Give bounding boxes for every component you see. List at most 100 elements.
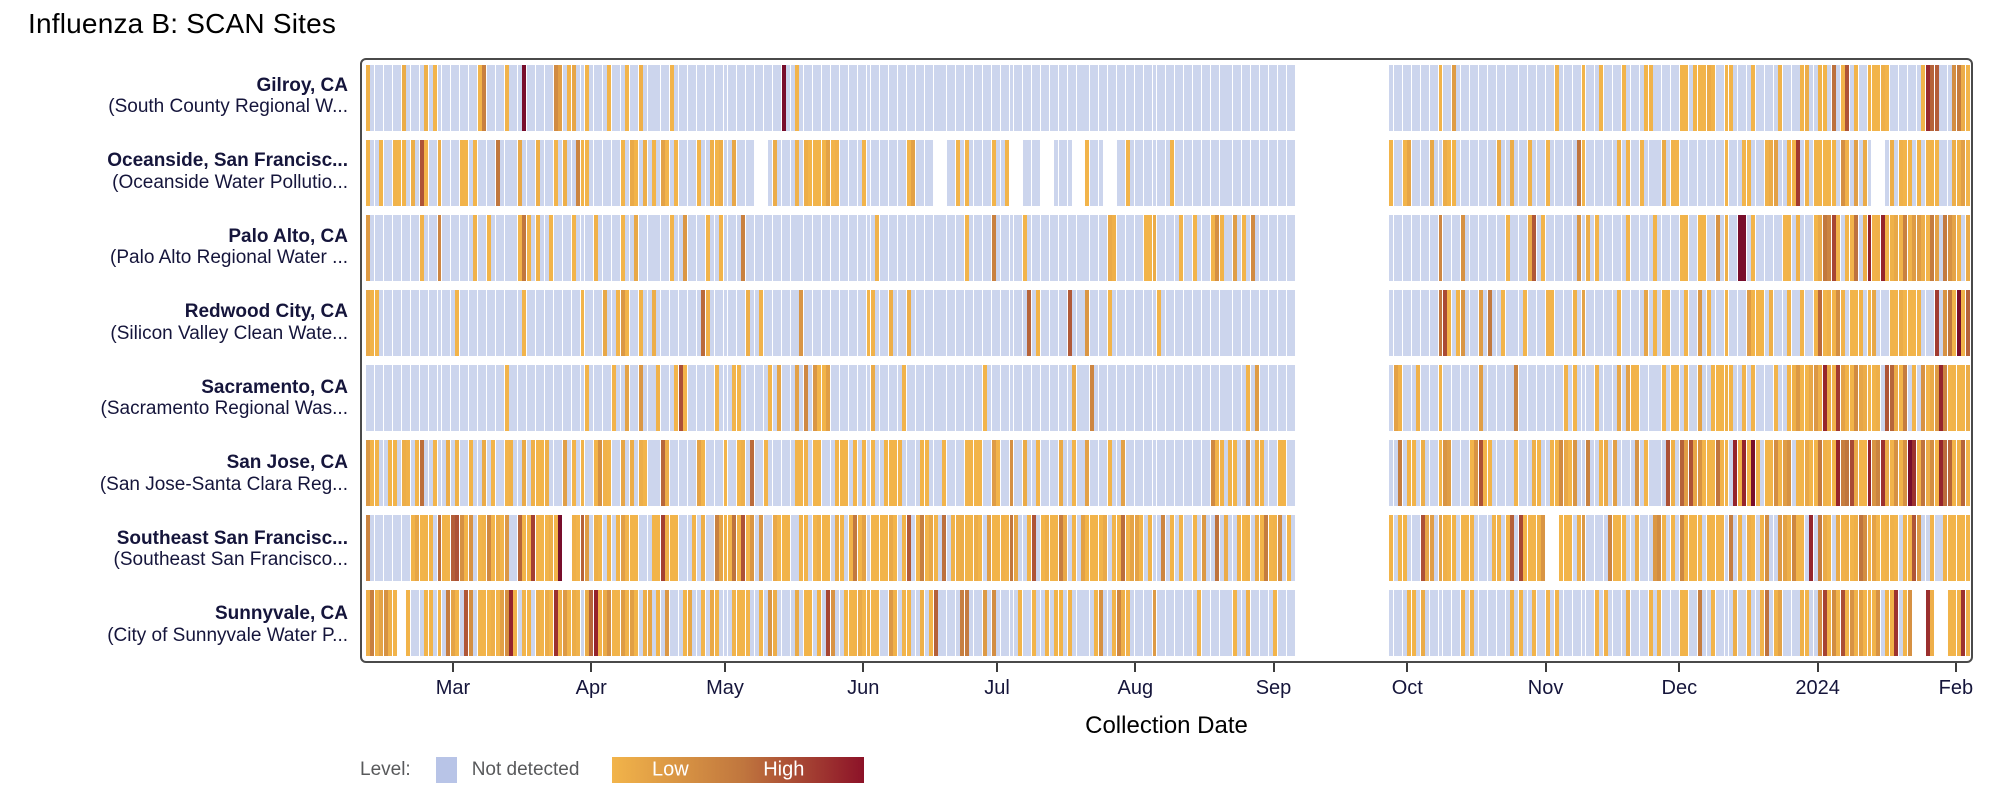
day-cell: [602, 365, 607, 431]
day-cell: [1876, 515, 1881, 581]
day-cell: [397, 290, 402, 356]
day-cell: [1022, 440, 1027, 506]
day-cell: [1354, 140, 1358, 206]
day-cell: [938, 440, 942, 506]
day-cell: [1568, 290, 1573, 356]
day-cell: [705, 65, 710, 131]
day-cell: [1268, 65, 1273, 131]
day-cell: [754, 290, 759, 356]
day-cell: [1916, 365, 1921, 431]
day-cell: [1653, 65, 1657, 131]
day-cell: [1076, 215, 1081, 281]
day-cell: [839, 65, 844, 131]
day-cell: [1599, 440, 1604, 506]
day-cell: [875, 65, 880, 131]
day-cell: [879, 590, 884, 656]
day-cell: [1398, 515, 1403, 581]
day-cell: [750, 65, 755, 131]
day-cell: [1130, 140, 1135, 206]
day-cell: [450, 515, 455, 581]
day-cell: [1635, 440, 1640, 506]
day-cell: [1568, 440, 1573, 506]
day-cell: [714, 65, 719, 131]
day-cell: [1206, 440, 1211, 506]
day-cell: [611, 590, 616, 656]
day-cell: [1349, 515, 1353, 581]
day-cell: [370, 590, 375, 656]
day-cell: [388, 440, 393, 506]
day-cell: [607, 440, 612, 506]
day-cell: [544, 140, 549, 206]
day-cell: [839, 365, 844, 431]
day-cell: [1505, 215, 1510, 281]
day-cell: [468, 215, 473, 281]
level-gradient-bar: Low High: [612, 756, 865, 783]
day-cell: [1585, 515, 1590, 581]
day-cell: [1545, 590, 1550, 656]
day-cell: [598, 65, 603, 131]
day-cell: [1653, 365, 1657, 431]
day-cell: [428, 215, 433, 281]
day-cell: [584, 440, 589, 506]
day-cell: [1706, 440, 1711, 506]
day-cell: [736, 65, 741, 131]
day-cell: [1318, 590, 1322, 656]
day-cell: [1679, 140, 1684, 206]
day-cell: [383, 290, 388, 356]
day-cell: [1791, 215, 1796, 281]
day-cell: [1666, 440, 1671, 506]
day-cell: [1621, 365, 1626, 431]
day-cell: [1438, 515, 1443, 581]
day-cell: [799, 290, 804, 356]
day-cell: [1054, 290, 1059, 356]
day-cell: [1608, 290, 1613, 356]
day-cell: [1327, 365, 1331, 431]
day-cell: [535, 515, 540, 581]
day-cell: [1787, 590, 1792, 656]
site-city: San Jose, CA: [226, 452, 348, 474]
day-cell: [1219, 365, 1224, 431]
day-cell: [589, 290, 594, 356]
day-cell: [786, 140, 791, 206]
day-cell: [366, 215, 370, 281]
day-cell: [1411, 290, 1416, 356]
day-cell: [1845, 65, 1850, 131]
day-cell: [1612, 290, 1617, 356]
day-cell: [982, 590, 987, 656]
day-cell: [1827, 65, 1832, 131]
day-cell: [1760, 140, 1765, 206]
day-cell: [1174, 140, 1179, 206]
day-cell: [1657, 290, 1662, 356]
day-cell: [1742, 590, 1747, 656]
day-cell: [1009, 440, 1014, 506]
day-cell: [888, 140, 893, 206]
day-cell: [705, 215, 710, 281]
day-cell: [1510, 440, 1514, 506]
day-cell: [468, 590, 473, 656]
day-cell: [1447, 140, 1452, 206]
day-cell: [486, 140, 491, 206]
day-cell: [821, 140, 826, 206]
day-cell: [1309, 440, 1313, 506]
day-cell: [1273, 140, 1278, 206]
day-cell: [410, 290, 415, 356]
day-cell: [745, 515, 750, 581]
day-cell: [1764, 290, 1769, 356]
day-cell: [1304, 65, 1308, 131]
day-cell: [1246, 290, 1251, 356]
day-cell: [1336, 215, 1340, 281]
day-cell: [1854, 590, 1859, 656]
day-cell: [1134, 290, 1139, 356]
day-cell: [1670, 65, 1675, 131]
day-cell: [1773, 65, 1778, 131]
day-cell: [790, 515, 795, 581]
day-cell: [772, 65, 777, 131]
day-cell: [1769, 65, 1774, 131]
site-label: Southeast San Francisc... (Southeast San …: [0, 516, 348, 582]
day-cell: [1045, 290, 1050, 356]
day-cell: [978, 365, 983, 431]
day-cell: [656, 590, 661, 656]
day-cell: [946, 440, 951, 506]
day-cell: [938, 215, 942, 281]
site-label: Redwood City, CA (Silicon Valley Clean Wa…: [0, 290, 348, 356]
